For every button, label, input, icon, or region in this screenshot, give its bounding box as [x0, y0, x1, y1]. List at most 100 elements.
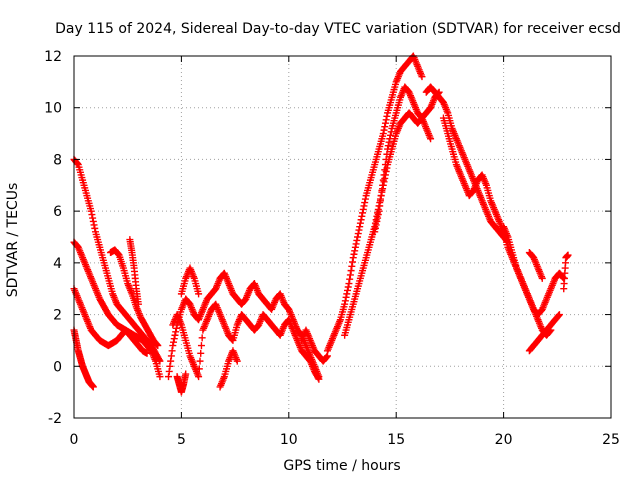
data-point [379, 176, 387, 184]
data-point [344, 286, 352, 294]
data-point [384, 145, 392, 153]
y-tick-label: 8 [53, 152, 62, 168]
series-track-20 [525, 249, 546, 282]
data-point [559, 274, 567, 282]
data-point [345, 280, 353, 288]
data-point [353, 236, 361, 244]
data-point [74, 160, 82, 168]
data-point [538, 274, 546, 282]
data-point [357, 216, 365, 224]
data-point [386, 131, 394, 139]
data-point [383, 150, 391, 158]
data-point [358, 212, 366, 220]
series-track-8 [169, 300, 323, 383]
data-point [387, 128, 395, 136]
data-point [385, 138, 393, 146]
data-point [375, 207, 383, 215]
data-point [555, 311, 563, 319]
x-tick-label: 10 [280, 432, 298, 448]
data-point [344, 283, 352, 291]
data-point [373, 217, 381, 225]
series-track-10 [216, 347, 241, 391]
data-point [170, 335, 178, 343]
data-point [172, 324, 180, 332]
data-point [168, 347, 176, 355]
data-point [381, 174, 389, 182]
data-point [89, 383, 97, 391]
data-point [348, 262, 356, 270]
data-point [386, 135, 394, 143]
data-point [378, 186, 386, 194]
data-point [169, 342, 177, 350]
y-tick-label: 6 [53, 204, 62, 220]
data-point [380, 126, 388, 134]
data-point [356, 223, 364, 231]
data-point [352, 240, 360, 248]
plot-frame [73, 55, 612, 419]
data-point [233, 357, 241, 365]
data-point [195, 365, 203, 373]
data-point [349, 258, 357, 266]
y-tick-label: 12 [44, 49, 62, 65]
data-point [418, 73, 426, 81]
x-axis-label: GPS time / hours [283, 458, 400, 474]
data-point [371, 228, 379, 236]
data-point [89, 217, 97, 225]
data-point [354, 233, 362, 241]
data-point [197, 342, 205, 350]
x-tick-label: 25 [602, 432, 620, 448]
data-point [346, 275, 354, 283]
data-point [381, 166, 389, 174]
data-point [349, 254, 357, 262]
data-point [381, 161, 389, 169]
data-point [383, 112, 391, 120]
y-tick-label: 0 [53, 359, 62, 375]
data-point [91, 224, 99, 232]
data-point [87, 207, 95, 215]
data-point [351, 243, 359, 251]
series-track-7 [165, 269, 323, 381]
data-point [143, 349, 151, 357]
data-point [153, 341, 161, 349]
y-axis-label: SDTVAR / TECUs [5, 183, 21, 298]
data-point [170, 338, 178, 346]
data-point [382, 116, 390, 124]
data-point [372, 221, 380, 229]
data-point [166, 362, 174, 370]
data-point [167, 357, 175, 365]
y-tick-label: 10 [44, 101, 62, 117]
x-tick-label: 0 [70, 432, 79, 448]
data-point [346, 271, 354, 279]
series-track-3 [70, 285, 151, 357]
data-point [90, 221, 98, 229]
series-track-19 [525, 311, 563, 355]
x-tick-label: 5 [177, 432, 186, 448]
data-point [384, 142, 392, 150]
data-point [315, 375, 323, 383]
data-point [350, 250, 358, 258]
data-point [379, 130, 387, 138]
data-point [376, 197, 384, 205]
data-point [379, 181, 387, 189]
data-point [381, 119, 389, 127]
data-point [171, 331, 179, 339]
data-point [382, 155, 390, 163]
x-tick-label: 15 [387, 432, 405, 448]
data-point [555, 311, 563, 319]
data-point [165, 373, 173, 381]
data-point [172, 328, 180, 336]
series-track-12 [298, 326, 331, 365]
data-point [354, 230, 362, 238]
data-point [374, 211, 382, 219]
data-point [165, 367, 173, 375]
series-track-21 [560, 251, 572, 293]
data-point [359, 209, 367, 217]
data-points [70, 52, 572, 396]
data-point [361, 195, 369, 203]
data-point [377, 192, 385, 200]
data-point [89, 214, 97, 222]
data-point [355, 226, 363, 234]
data-point [380, 171, 388, 179]
data-point [182, 370, 190, 378]
series-track-6 [126, 236, 142, 308]
